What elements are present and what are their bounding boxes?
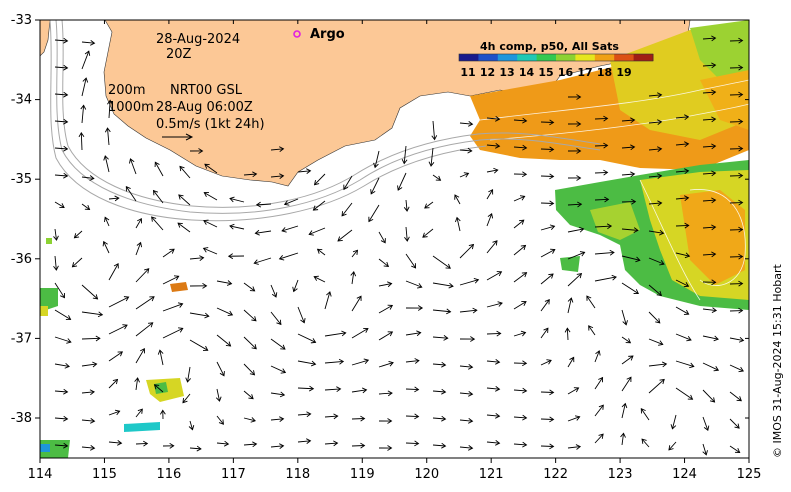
y-tick-label: -35	[11, 172, 32, 187]
date-label: 28-Aug-2024	[156, 32, 240, 47]
colorbar	[458, 53, 654, 62]
bathymetry-contours	[49, 20, 601, 222]
source-time-label: 28-Aug 06:00Z	[156, 100, 253, 115]
x-tick-label: 117	[221, 467, 246, 482]
colorbar-tick-label: 18	[597, 66, 612, 79]
contour-1000m-label: 1000m	[108, 100, 154, 115]
y-tick-label: -37	[11, 331, 32, 346]
source-label: NRT00 GSL	[170, 83, 243, 98]
colorbar-labels: 11 12 13 14 15 16 17 18 19	[460, 66, 631, 79]
colorbar-swatch	[594, 54, 615, 61]
x-tick-label: 121	[479, 467, 504, 482]
argo-legend-label: Argo	[310, 27, 345, 42]
y-tick-label: -38	[11, 411, 32, 426]
colorbar-swatch	[633, 54, 654, 61]
land-west-cape	[40, 20, 51, 57]
argo-marker-icon	[293, 30, 301, 38]
colorbar-tick-label: 17	[577, 66, 592, 79]
y-tick-label: -34	[11, 93, 32, 108]
colorbar-tick-label: 15	[538, 66, 553, 79]
colorbar-tick-label: 14	[519, 66, 535, 79]
colorbar-title: 4h comp, p50, All Sats	[480, 40, 619, 53]
x-tick-label: 122	[543, 467, 568, 482]
x-tick-label: 123	[608, 467, 633, 482]
x-tick-label: 120	[414, 467, 439, 482]
colorbar-tick-label: 19	[616, 66, 631, 79]
scale-arrow-icon	[162, 133, 194, 141]
x-tick-label: 125	[737, 467, 762, 482]
colorbar-tick-label: 16	[558, 66, 574, 79]
y-tick-label: -36	[11, 252, 32, 267]
x-tick-label: 119	[350, 467, 375, 482]
x-tick-label: 114	[28, 467, 53, 482]
colorbar-tick-label: 12	[480, 66, 495, 79]
credit-label: © IMOS 31-Aug-2024 15:31 Hobart	[771, 264, 784, 458]
y-tick-label: -33	[11, 13, 32, 28]
x-tick-label: 124	[672, 467, 697, 482]
colorbar-tick-label: 13	[499, 66, 514, 79]
y-axis: -33 -34 -35 -36 -37 -38	[11, 13, 749, 426]
colorbar-tick-label: 11	[460, 66, 475, 79]
contour-200m-label: 200m	[108, 83, 145, 98]
colorbar-swatch	[497, 54, 518, 61]
x-axis: 114 115 116 117 118 119 120 121 122 123 124 125	[28, 20, 762, 482]
x-tick-label: 116	[156, 467, 181, 482]
plot-frame	[39, 19, 750, 459]
colorbar-swatch	[459, 54, 479, 61]
colorbar-swatch	[556, 54, 576, 61]
hour-label: 20Z	[166, 47, 192, 62]
colorbar-swatch	[536, 54, 557, 61]
scale-label: 0.5m/s (1kt 24h)	[156, 117, 265, 132]
current-vectors	[53, 35, 745, 456]
sst-composite	[40, 20, 749, 458]
colorbar-swatch	[575, 54, 596, 61]
x-tick-label: 118	[285, 467, 310, 482]
x-tick-label: 115	[92, 467, 117, 482]
colorbar-swatch	[614, 54, 635, 61]
colorbar-swatch	[478, 54, 499, 61]
colorbar-swatch	[517, 54, 538, 61]
